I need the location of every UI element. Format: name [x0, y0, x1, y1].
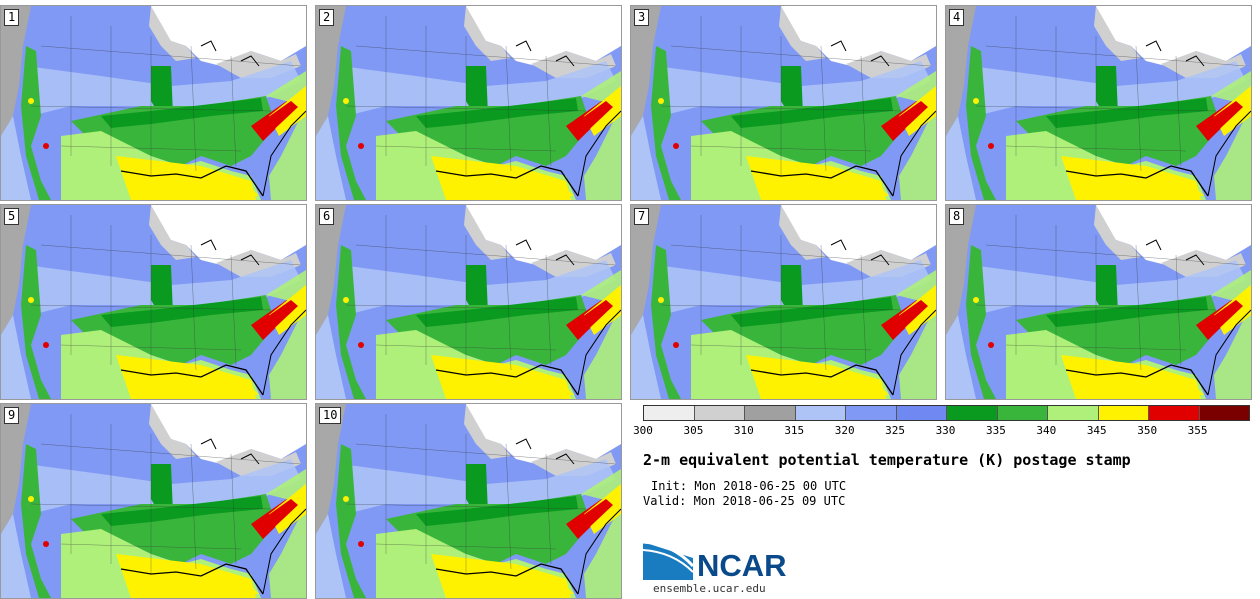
colorbar-segment	[1149, 406, 1200, 420]
colorbar-segment	[947, 406, 998, 420]
ensemble-member-panel-2: 2	[315, 5, 622, 201]
map-image	[631, 205, 936, 399]
map-image	[1, 404, 306, 598]
member-number: 2	[319, 9, 335, 26]
colorbar-tick-label: 335	[985, 424, 1006, 437]
map-image	[316, 205, 621, 399]
ensemble-member-panel-6: 6	[315, 204, 622, 400]
colorbar-tick-label: 345	[1086, 424, 1107, 437]
colorbar-tick-label: 315	[784, 424, 805, 437]
member-number: 8	[949, 208, 965, 225]
colorbar-segment	[644, 406, 695, 420]
member-number: 6	[319, 208, 335, 225]
page-title: 2-m equivalent potential temperature (K)…	[643, 451, 1131, 469]
colorbar-segment	[896, 406, 947, 420]
ensemble-member-panel-5: 5	[0, 204, 307, 400]
member-number: 4	[949, 9, 965, 26]
valid-time: Valid: Mon 2018-06-25 09 UTC	[643, 494, 846, 508]
member-number: 5	[4, 208, 20, 225]
colorbar-tick-label: 325	[885, 424, 906, 437]
colorbar-segment	[1048, 406, 1099, 420]
ensemble-member-panel-9: 9	[0, 403, 307, 599]
map-image	[946, 205, 1251, 399]
map-image	[1, 205, 306, 399]
member-number: 7	[634, 208, 650, 225]
colorbar-tick-label: 300	[633, 424, 653, 437]
colorbar-segment	[1098, 406, 1149, 420]
ensemble-member-panel-8: 8	[945, 204, 1252, 400]
colorbar-segment	[694, 406, 745, 420]
colorbar-tick-label: 350	[1137, 424, 1158, 437]
colorbar-segment	[1199, 406, 1249, 420]
colorbar-tick-label: 310	[733, 424, 754, 437]
site-url: ensemble.ucar.edu	[653, 582, 766, 595]
member-number: 3	[634, 9, 650, 26]
map-image	[1, 6, 306, 200]
colorbar-tick-label: 320	[834, 424, 855, 437]
init-time: Init: Mon 2018-06-25 00 UTC	[651, 479, 847, 493]
ensemble-member-panel-7: 7	[630, 204, 937, 400]
ncar-logo-icon	[643, 540, 695, 580]
colorbar-tick-label: 340	[1036, 424, 1057, 437]
map-image	[316, 6, 621, 200]
map-image	[631, 6, 936, 200]
colorbar-segment	[997, 406, 1048, 420]
ensemble-member-panel-3: 3	[630, 5, 937, 201]
colorbar-tick-label: 330	[935, 424, 956, 437]
colorbar	[643, 405, 1250, 421]
ensemble-member-panel-10: 10	[315, 403, 622, 599]
member-number: 1	[4, 9, 20, 26]
colorbar-segment	[846, 406, 897, 420]
ensemble-member-panel-1: 1	[0, 5, 307, 201]
ncar-logo-text: NCAR	[697, 548, 787, 583]
ensemble-member-panel-4: 4	[945, 5, 1252, 201]
member-number: 9	[4, 407, 20, 424]
map-image	[316, 404, 621, 598]
member-number: 10	[319, 407, 342, 424]
colorbar-segment	[745, 406, 796, 420]
colorbar-tick-label: 305	[683, 424, 704, 437]
colorbar-segment	[795, 406, 846, 420]
colorbar-tick-label: 355	[1187, 424, 1208, 437]
map-image	[946, 6, 1251, 200]
